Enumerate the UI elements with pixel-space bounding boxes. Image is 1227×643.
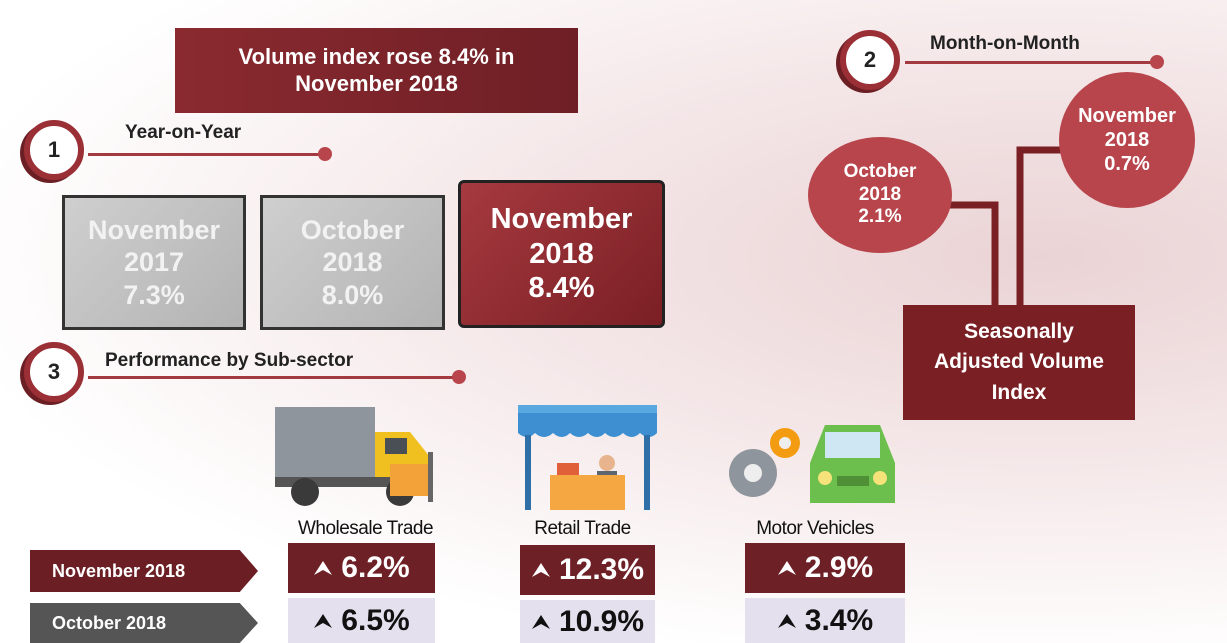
value-cell: 3.4% xyxy=(745,598,905,643)
value: 12.3% xyxy=(558,553,645,586)
headline: Volume index rose 8.4% in November 2018 xyxy=(175,28,578,113)
connector xyxy=(1016,146,1065,312)
section-number: 3 xyxy=(24,342,84,402)
up-arrow xyxy=(777,561,796,575)
period: November xyxy=(490,202,633,235)
value: 7.3% xyxy=(123,279,185,310)
rule-dot xyxy=(452,370,466,384)
rule-dot xyxy=(318,147,332,161)
yoy-box: October 2018 8.0% xyxy=(260,195,445,330)
connector xyxy=(945,201,999,312)
row-label: November 2018 xyxy=(30,550,258,592)
year: 2018 xyxy=(858,183,902,205)
store-icon xyxy=(518,405,657,510)
value: 2.1% xyxy=(858,206,902,228)
car-icon xyxy=(729,425,895,503)
up-arrow xyxy=(531,614,550,629)
section-number: 1 xyxy=(24,120,84,180)
value: 0.7% xyxy=(1104,153,1150,175)
mom-bubble: November 2018 0.7% xyxy=(1059,72,1195,208)
year: 2018 xyxy=(529,237,594,270)
value: 2.9% xyxy=(804,551,874,584)
section-title: Month-on-Month xyxy=(930,33,1080,54)
mom-bubble: October 2018 2.1% xyxy=(808,137,952,253)
value-cell: 12.3% xyxy=(520,545,655,595)
period: October xyxy=(843,160,917,182)
value-cell: 6.5% xyxy=(288,598,435,643)
value: 6.2% xyxy=(341,551,410,584)
sector-name: Retail Trade xyxy=(534,518,631,539)
rule xyxy=(88,376,458,379)
section-title: Performance by Sub-sector xyxy=(105,350,354,371)
yoy-box-current: November 2018 8.4% xyxy=(458,180,665,328)
value: 3.4% xyxy=(804,603,874,637)
up-arrow xyxy=(531,563,550,577)
section-title: Year-on-Year xyxy=(125,122,242,143)
value: 8.4% xyxy=(528,272,595,305)
row-label: October 2018 xyxy=(30,603,258,643)
rule xyxy=(88,153,328,156)
period: October xyxy=(300,214,405,245)
up-arrow xyxy=(777,613,796,628)
year: 2018 xyxy=(322,247,383,278)
value: 8.0% xyxy=(321,279,384,310)
period: November xyxy=(87,214,221,245)
value: 6.5% xyxy=(341,603,410,637)
up-arrow xyxy=(314,561,333,575)
sector-name: Wholesale Trade xyxy=(297,518,434,539)
period: November xyxy=(1078,105,1176,127)
value-cell: 10.9% xyxy=(520,600,655,643)
truck-icon xyxy=(275,407,433,506)
rule xyxy=(905,61,1155,64)
sector-name: Motor Vehicles xyxy=(756,518,874,539)
yoy-box: November 2017 7.3% xyxy=(62,195,246,330)
year: 2017 xyxy=(123,247,185,278)
year: 2018 xyxy=(1104,129,1150,151)
rule-dot xyxy=(1150,55,1164,69)
section-number: 2 xyxy=(840,30,900,90)
value-cell: 2.9% xyxy=(745,543,905,593)
index-label: Seasonally Adjusted Volume Index xyxy=(903,305,1135,420)
up-arrow xyxy=(314,613,333,628)
value: 10.9% xyxy=(558,604,645,638)
value-cell: 6.2% xyxy=(288,543,435,593)
